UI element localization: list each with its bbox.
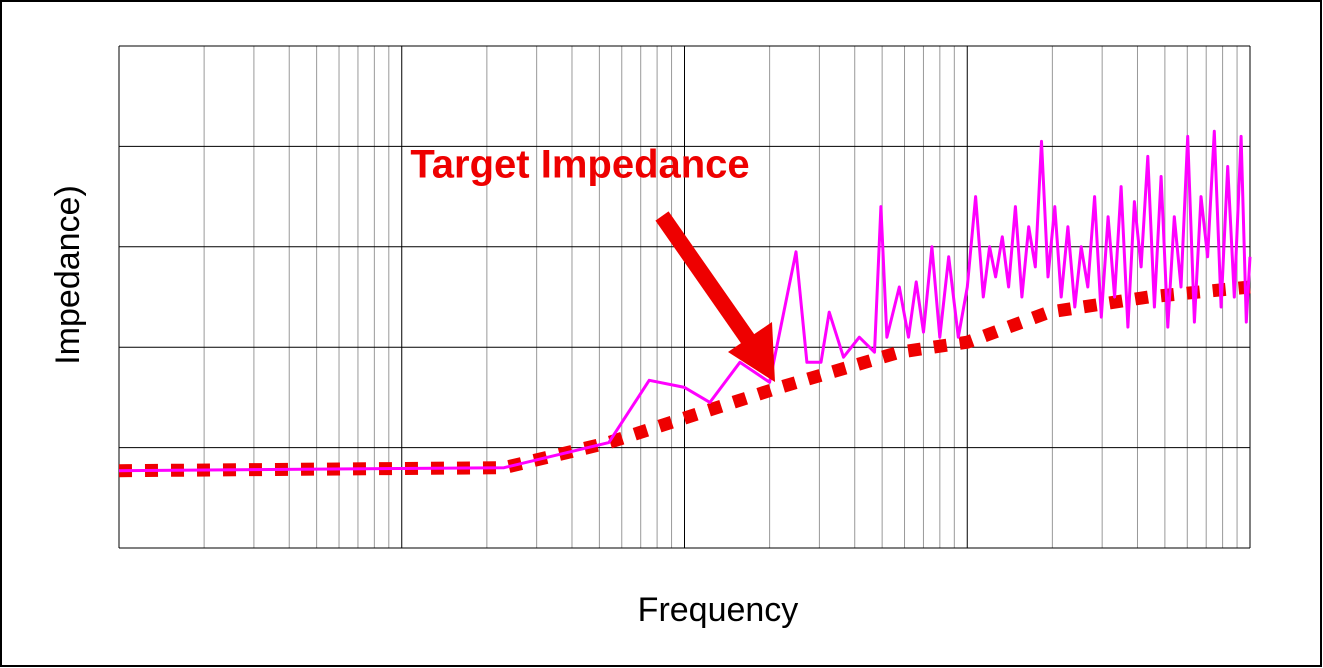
x-axis-label: Frequency: [638, 591, 799, 629]
annotation: Target Impedance: [410, 143, 749, 187]
arrow-head: [728, 322, 775, 382]
measured-line: [118, 129, 1252, 473]
arrow-shaft: [655, 211, 759, 350]
y-axis-label: Impedance): [49, 185, 87, 365]
